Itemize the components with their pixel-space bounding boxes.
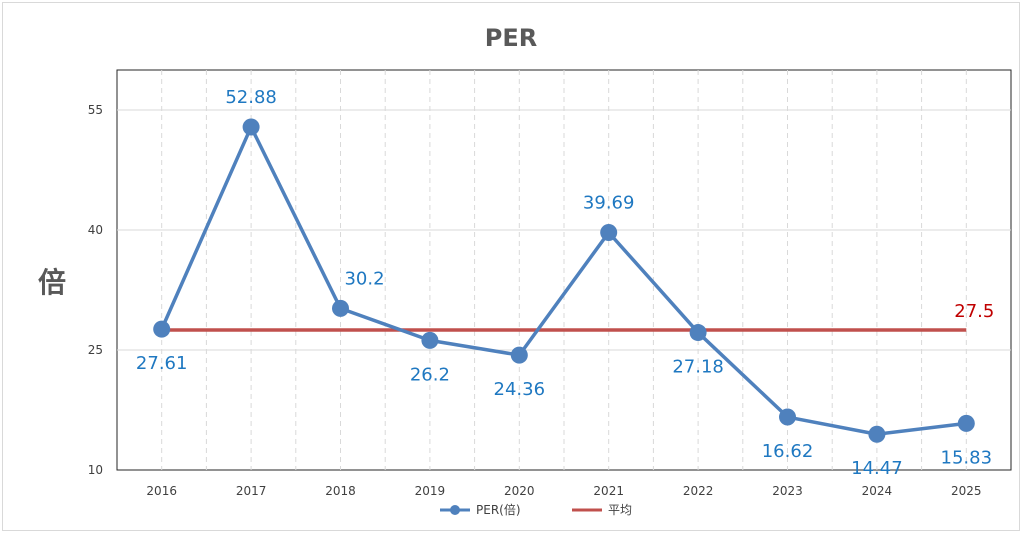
y-tick-label: 25 — [88, 343, 103, 357]
per-data-point — [779, 408, 796, 426]
data-labels: 27.61 52.88 30.2 26.2 24.36 39.69 27.18 16.62 14… — [136, 87, 994, 479]
legend: PER(倍) 平均 — [440, 502, 632, 517]
x-tick-label: 2021 — [593, 484, 624, 498]
per-data-point — [421, 331, 439, 349]
x-tick-label: 2024 — [862, 484, 893, 498]
legend-per-label: PER(倍) — [476, 502, 521, 517]
per-data-label: 14.47 — [851, 458, 903, 479]
per-data-label: 24.36 — [494, 379, 546, 400]
per-data-point — [600, 223, 618, 241]
legend-average-label: 平均 — [608, 503, 632, 517]
grid-lines — [117, 70, 1011, 470]
axis-tick-labels: 10 25 40 55 2016 2017 2018 2019 2020 2021 2022 2023… — [88, 103, 982, 498]
per-data-label: 52.88 — [225, 87, 277, 108]
per-data-point — [689, 324, 707, 342]
x-tick-label: 2025 — [951, 484, 982, 498]
per-data-label: 16.62 — [762, 441, 814, 462]
chart-title: PER — [485, 24, 537, 52]
per-data-point — [332, 299, 349, 317]
x-tick-label: 2020 — [504, 484, 535, 498]
y-tick-label: 40 — [88, 223, 103, 237]
per-data-label: 30.2 — [344, 268, 384, 289]
x-tick-label: 2022 — [683, 484, 714, 498]
y-tick-label: 10 — [88, 463, 103, 477]
per-data-point — [242, 118, 260, 136]
y-axis-label: 倍 — [38, 266, 66, 299]
x-tick-label: 2017 — [236, 484, 267, 498]
per-data-label: 15.83 — [941, 447, 993, 468]
per-data-point — [957, 414, 975, 432]
x-tick-label: 2016 — [146, 484, 177, 498]
x-tick-label: 2023 — [772, 484, 803, 498]
series-layer — [153, 118, 975, 443]
y-tick-label: 55 — [88, 103, 103, 117]
per-data-label: 26.2 — [410, 364, 450, 385]
average-data-label: 27.5 — [954, 301, 994, 322]
per-data-label: 27.61 — [136, 353, 188, 374]
per-data-label: 39.69 — [583, 192, 635, 213]
legend-per-marker — [450, 505, 460, 515]
per-data-point — [510, 346, 528, 364]
per-data-label: 27.18 — [672, 357, 724, 378]
per-series-line — [160, 125, 967, 436]
per-data-point — [868, 425, 886, 443]
x-tick-label: 2018 — [325, 484, 356, 498]
per-data-point — [153, 320, 171, 338]
x-tick-label: 2019 — [415, 484, 446, 498]
